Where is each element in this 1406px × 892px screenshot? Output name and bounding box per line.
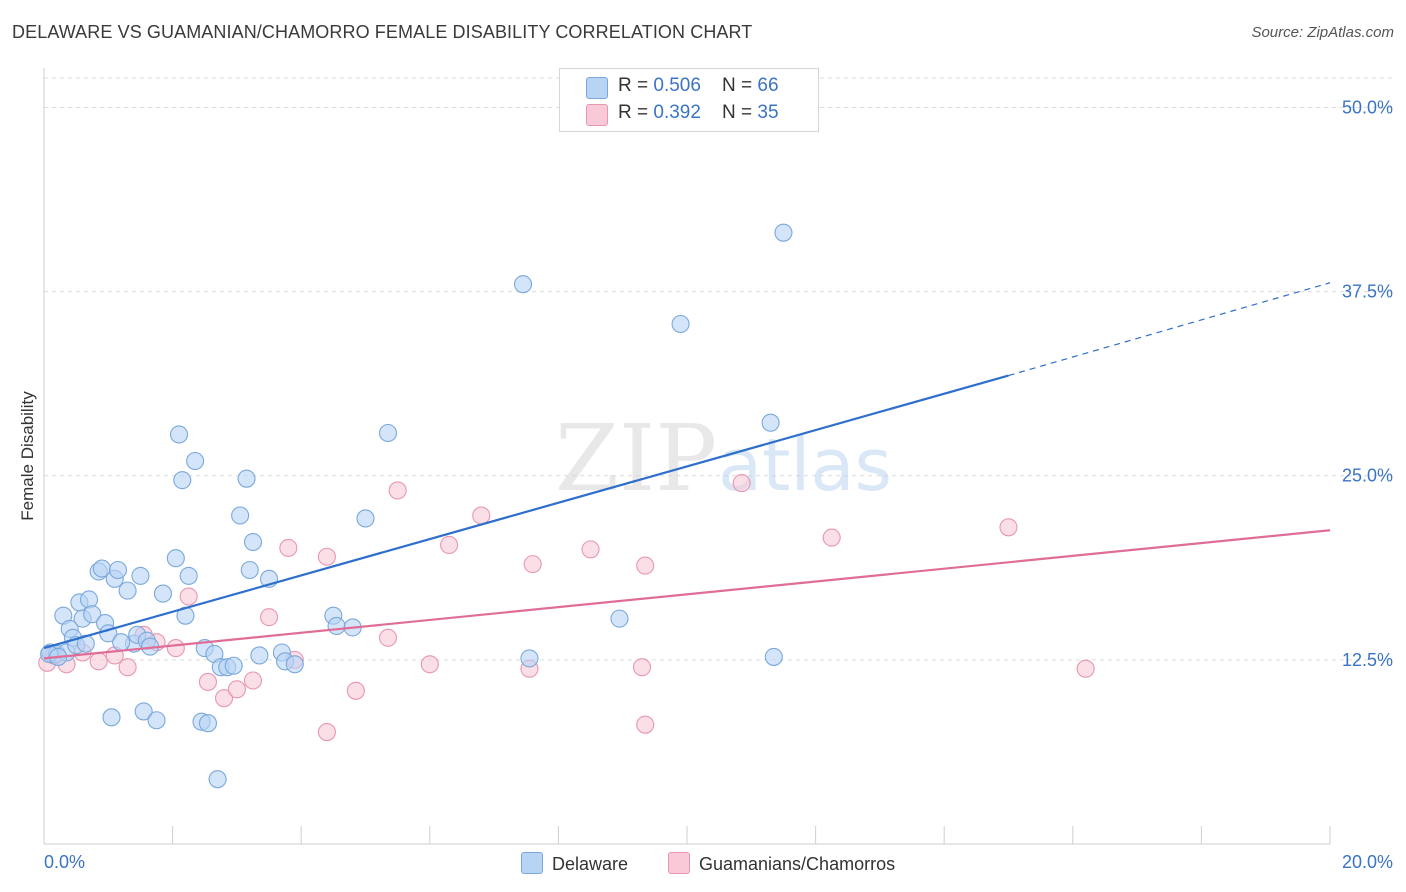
delaware-trend-line <box>43 374 1009 650</box>
guam-point <box>732 474 751 493</box>
delaware-point <box>237 469 256 488</box>
guam-point <box>317 547 336 566</box>
delaware-point <box>356 509 375 528</box>
guam-point <box>259 608 279 627</box>
y-tick-label: 25.0% <box>1342 466 1393 486</box>
watermark: ZIP atlas <box>555 405 892 512</box>
delaware-point <box>224 656 243 675</box>
guam-swatch <box>586 104 608 126</box>
delaware-point <box>134 702 153 721</box>
guam-n-label: N = <box>722 102 758 123</box>
guam-point <box>179 587 198 606</box>
delaware-point <box>327 616 346 636</box>
delaware-point <box>610 609 629 628</box>
delaware-legend-label: Delaware <box>552 854 629 874</box>
axis-layer <box>43 68 1331 845</box>
guam-point <box>822 528 841 547</box>
guam-point <box>214 689 234 708</box>
x-tick-max: 20.0% <box>1341 852 1393 872</box>
guam-point <box>472 506 491 525</box>
guam-point <box>227 680 246 699</box>
guam-point <box>999 518 1018 537</box>
guam-point <box>636 556 655 575</box>
guam-points <box>38 474 1095 742</box>
delaware-point <box>198 714 218 733</box>
delaware-point <box>764 647 783 666</box>
delaware-point <box>243 532 263 552</box>
guam-point <box>279 538 298 557</box>
guam-point <box>89 652 108 671</box>
bottom-legend-guam: Guamanians/Chamorros <box>668 852 895 875</box>
y-tick-label: 50.0% <box>1342 97 1393 117</box>
delaware-r-value: 0.506 <box>653 75 701 96</box>
guam-legend-swatch <box>668 852 690 874</box>
guam-r-label: R = <box>618 102 654 123</box>
delaware-point <box>108 560 127 580</box>
delaware-point <box>520 649 539 668</box>
guam-point <box>440 535 459 555</box>
guam-legend-label: Guamanians/Chamorros <box>699 854 896 874</box>
delaware-point <box>173 471 192 490</box>
watermark-atlas: atlas <box>718 423 892 507</box>
guam-point <box>166 639 185 658</box>
delaware-point <box>179 566 198 585</box>
guam-r-value: 0.392 <box>653 102 701 123</box>
delaware-r-label: R = <box>618 75 654 96</box>
y-tick-labels: 12.5% 25.0% 37.5% 50.0% <box>1342 97 1393 669</box>
delaware-point <box>250 646 269 665</box>
delaware-point <box>186 451 205 471</box>
delaware-point <box>285 655 304 674</box>
guam-point <box>378 628 398 647</box>
delaware-point <box>378 423 398 443</box>
guam-point <box>118 658 137 677</box>
bottom-legend-delaware: Delaware <box>521 852 628 875</box>
delaware-point <box>208 770 227 789</box>
guam-point <box>317 722 336 742</box>
watermark-zip: ZIP <box>555 405 717 512</box>
x-tick-min: 0.0% <box>44 852 86 872</box>
guam-point <box>581 540 600 559</box>
delaware-point <box>153 584 173 603</box>
delaware-n-value: 66 <box>757 75 779 96</box>
delaware-points <box>40 223 793 789</box>
delaware-point <box>231 506 250 525</box>
guam-point <box>198 672 218 692</box>
delaware-point <box>112 633 131 652</box>
guam-n-value: 35 <box>757 102 779 123</box>
delaware-point <box>513 275 533 294</box>
delaware-point <box>166 549 185 568</box>
trend-lines <box>43 282 1331 660</box>
delaware-point <box>169 425 189 444</box>
delaware-point <box>79 590 99 609</box>
guam-trend-line <box>43 529 1331 660</box>
delaware-point <box>118 581 137 600</box>
y-tick-label: 37.5% <box>1342 282 1393 302</box>
delaware-swatch <box>586 77 608 99</box>
delaware-point <box>761 413 780 432</box>
delaware-point <box>240 560 259 580</box>
y-tick-label: 12.5% <box>1342 650 1393 670</box>
guam-point <box>523 555 542 574</box>
guam-point <box>346 681 365 700</box>
delaware-point <box>671 314 690 334</box>
delaware-trend-extension <box>1008 282 1331 377</box>
guam-point <box>1076 659 1095 678</box>
guam-point <box>388 481 407 500</box>
guam-point <box>632 658 652 677</box>
delaware-point <box>131 566 150 585</box>
guam-point <box>243 671 263 690</box>
guam-point <box>420 655 439 674</box>
guam-point <box>636 715 655 734</box>
source-label: Source: ZipAtlas.com <box>1251 24 1394 41</box>
chart-title: DELAWARE VS GUAMANIAN/CHAMORRO FEMALE DI… <box>12 22 753 42</box>
delaware-n-label: N = <box>722 75 758 96</box>
delaware-legend-swatch <box>521 852 543 874</box>
delaware-point <box>102 708 121 727</box>
stats-legend: R = 0.506 N = 66 R = 0.392 N = 35 <box>559 68 819 132</box>
delaware-point <box>83 605 102 624</box>
delaware-point <box>774 223 793 242</box>
delaware-point <box>147 711 166 730</box>
